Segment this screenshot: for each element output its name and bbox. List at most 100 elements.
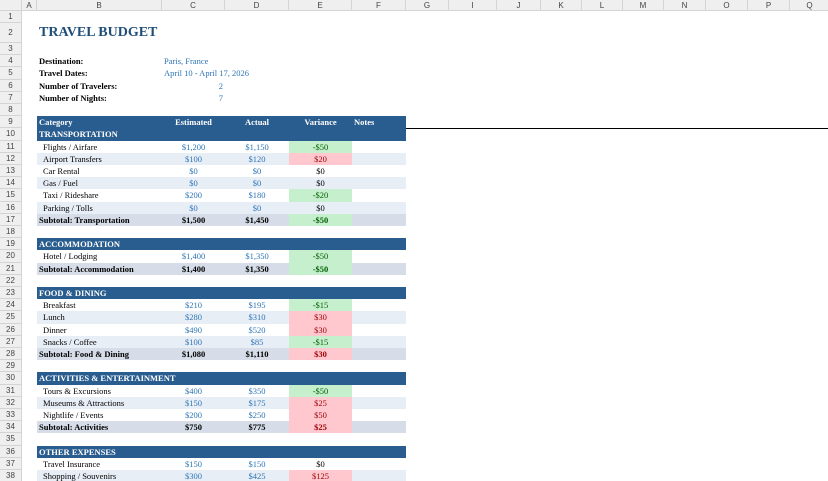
variance: $50: [289, 409, 352, 422]
row-header: 16: [0, 201, 22, 214]
row-header: 27: [0, 335, 22, 348]
row-header: 19: [0, 238, 22, 251]
notes: [352, 335, 406, 348]
actual: $775: [225, 421, 289, 434]
category: Hotel / Lodging: [43, 251, 98, 262]
row-header: 2: [0, 23, 22, 43]
category: Gas / Fuel: [37, 177, 162, 190]
info-label: Travel Dates:: [39, 68, 88, 79]
notes: [352, 385, 406, 397]
category: Airport Transfers: [37, 152, 162, 165]
row-header: 29: [0, 360, 22, 373]
row-header: 13: [0, 165, 22, 178]
notes: [352, 189, 406, 201]
actual: $425: [225, 470, 289, 481]
column-header: G: [406, 0, 449, 11]
variance: $25: [289, 396, 352, 409]
variance: -$50: [289, 384, 352, 397]
estimated: $200: [185, 190, 202, 201]
variance: $0: [316, 166, 325, 176]
section-header: OTHER EXPENSES: [37, 445, 406, 458]
row-header: 14: [0, 177, 22, 190]
category: Breakfast: [43, 300, 76, 311]
actual: $0: [252, 166, 262, 176]
row-header: 24: [0, 299, 22, 312]
variance: $0: [316, 458, 325, 469]
row-header: 34: [0, 421, 22, 434]
notes: [352, 165, 406, 177]
variance: -$50: [289, 262, 352, 275]
section-header: FOOD & DINING: [37, 287, 406, 300]
header-rule: [37, 128, 828, 130]
variance: -$50: [289, 213, 352, 226]
category: Taxi / Rideshare: [43, 190, 99, 201]
variance: -$15: [289, 335, 352, 348]
row-header: 6: [0, 79, 22, 92]
category: Parking / Tolls: [37, 201, 162, 214]
notes: [352, 348, 406, 361]
info-label: Number of Travelers:: [39, 80, 118, 91]
row-header: 38: [0, 470, 22, 481]
variance: $30: [289, 311, 352, 324]
row-header: 37: [0, 457, 22, 470]
row-header: 35: [0, 433, 22, 446]
row-header: 7: [0, 91, 22, 104]
estimated: $200: [185, 410, 202, 420]
row-header: 33: [0, 409, 22, 422]
notes: [352, 213, 406, 226]
category: Dinner: [43, 324, 67, 335]
column-header: I: [449, 0, 497, 11]
variance: -$50: [289, 140, 352, 153]
notes: [352, 409, 406, 421]
estimated: $0: [162, 177, 225, 190]
info-value: Paris, France: [164, 56, 209, 67]
info-value: 2: [218, 80, 223, 91]
estimated: $0: [162, 201, 225, 214]
actual: $175: [225, 396, 289, 409]
section-header: ACCOMMODATION: [37, 238, 406, 251]
category: Subtotal: Accommodation: [37, 262, 162, 275]
notes: [352, 201, 406, 214]
notes: [352, 299, 406, 311]
estimated: $750: [162, 421, 225, 434]
column-header: E: [289, 0, 352, 11]
category: Lunch: [37, 311, 162, 324]
category: Car Rental: [43, 166, 80, 176]
category: Museums & Attractions: [37, 396, 162, 409]
column-header: D: [225, 0, 289, 11]
info-value: April 10 - April 17, 2026: [164, 68, 249, 79]
estimated: $1,500: [162, 213, 225, 226]
row-header: 23: [0, 287, 22, 300]
actual: $180: [248, 190, 266, 201]
actual: $0: [225, 201, 289, 214]
notes: [352, 262, 406, 275]
actual: $150: [248, 458, 266, 469]
info-value: 7: [218, 92, 223, 103]
actual: $85: [225, 335, 289, 348]
variance: $25: [289, 421, 352, 434]
column-header: J: [497, 0, 541, 11]
row-header: 12: [0, 152, 22, 165]
notes: [352, 311, 406, 324]
category: Travel Insurance: [43, 458, 101, 469]
row-header: 15: [0, 189, 22, 202]
estimated: $1,080: [162, 348, 225, 361]
actual: $350: [248, 385, 266, 396]
actual: $1,350: [245, 251, 269, 262]
row-header: 18: [0, 226, 22, 239]
notes: [352, 396, 406, 409]
estimated: $490: [185, 324, 202, 335]
row-header: 31: [0, 384, 22, 397]
row-header: 11: [0, 140, 22, 153]
estimated: $1,400: [162, 262, 225, 275]
variance: $30: [289, 323, 352, 336]
column-title: Notes: [354, 117, 375, 128]
estimated: $1,200: [181, 141, 206, 152]
actual: $1,450: [225, 213, 289, 226]
variance: $0: [289, 201, 352, 214]
column-header: A: [22, 0, 37, 11]
estimated: $400: [185, 385, 202, 396]
row-header: 25: [0, 311, 22, 324]
actual: $120: [225, 152, 289, 165]
